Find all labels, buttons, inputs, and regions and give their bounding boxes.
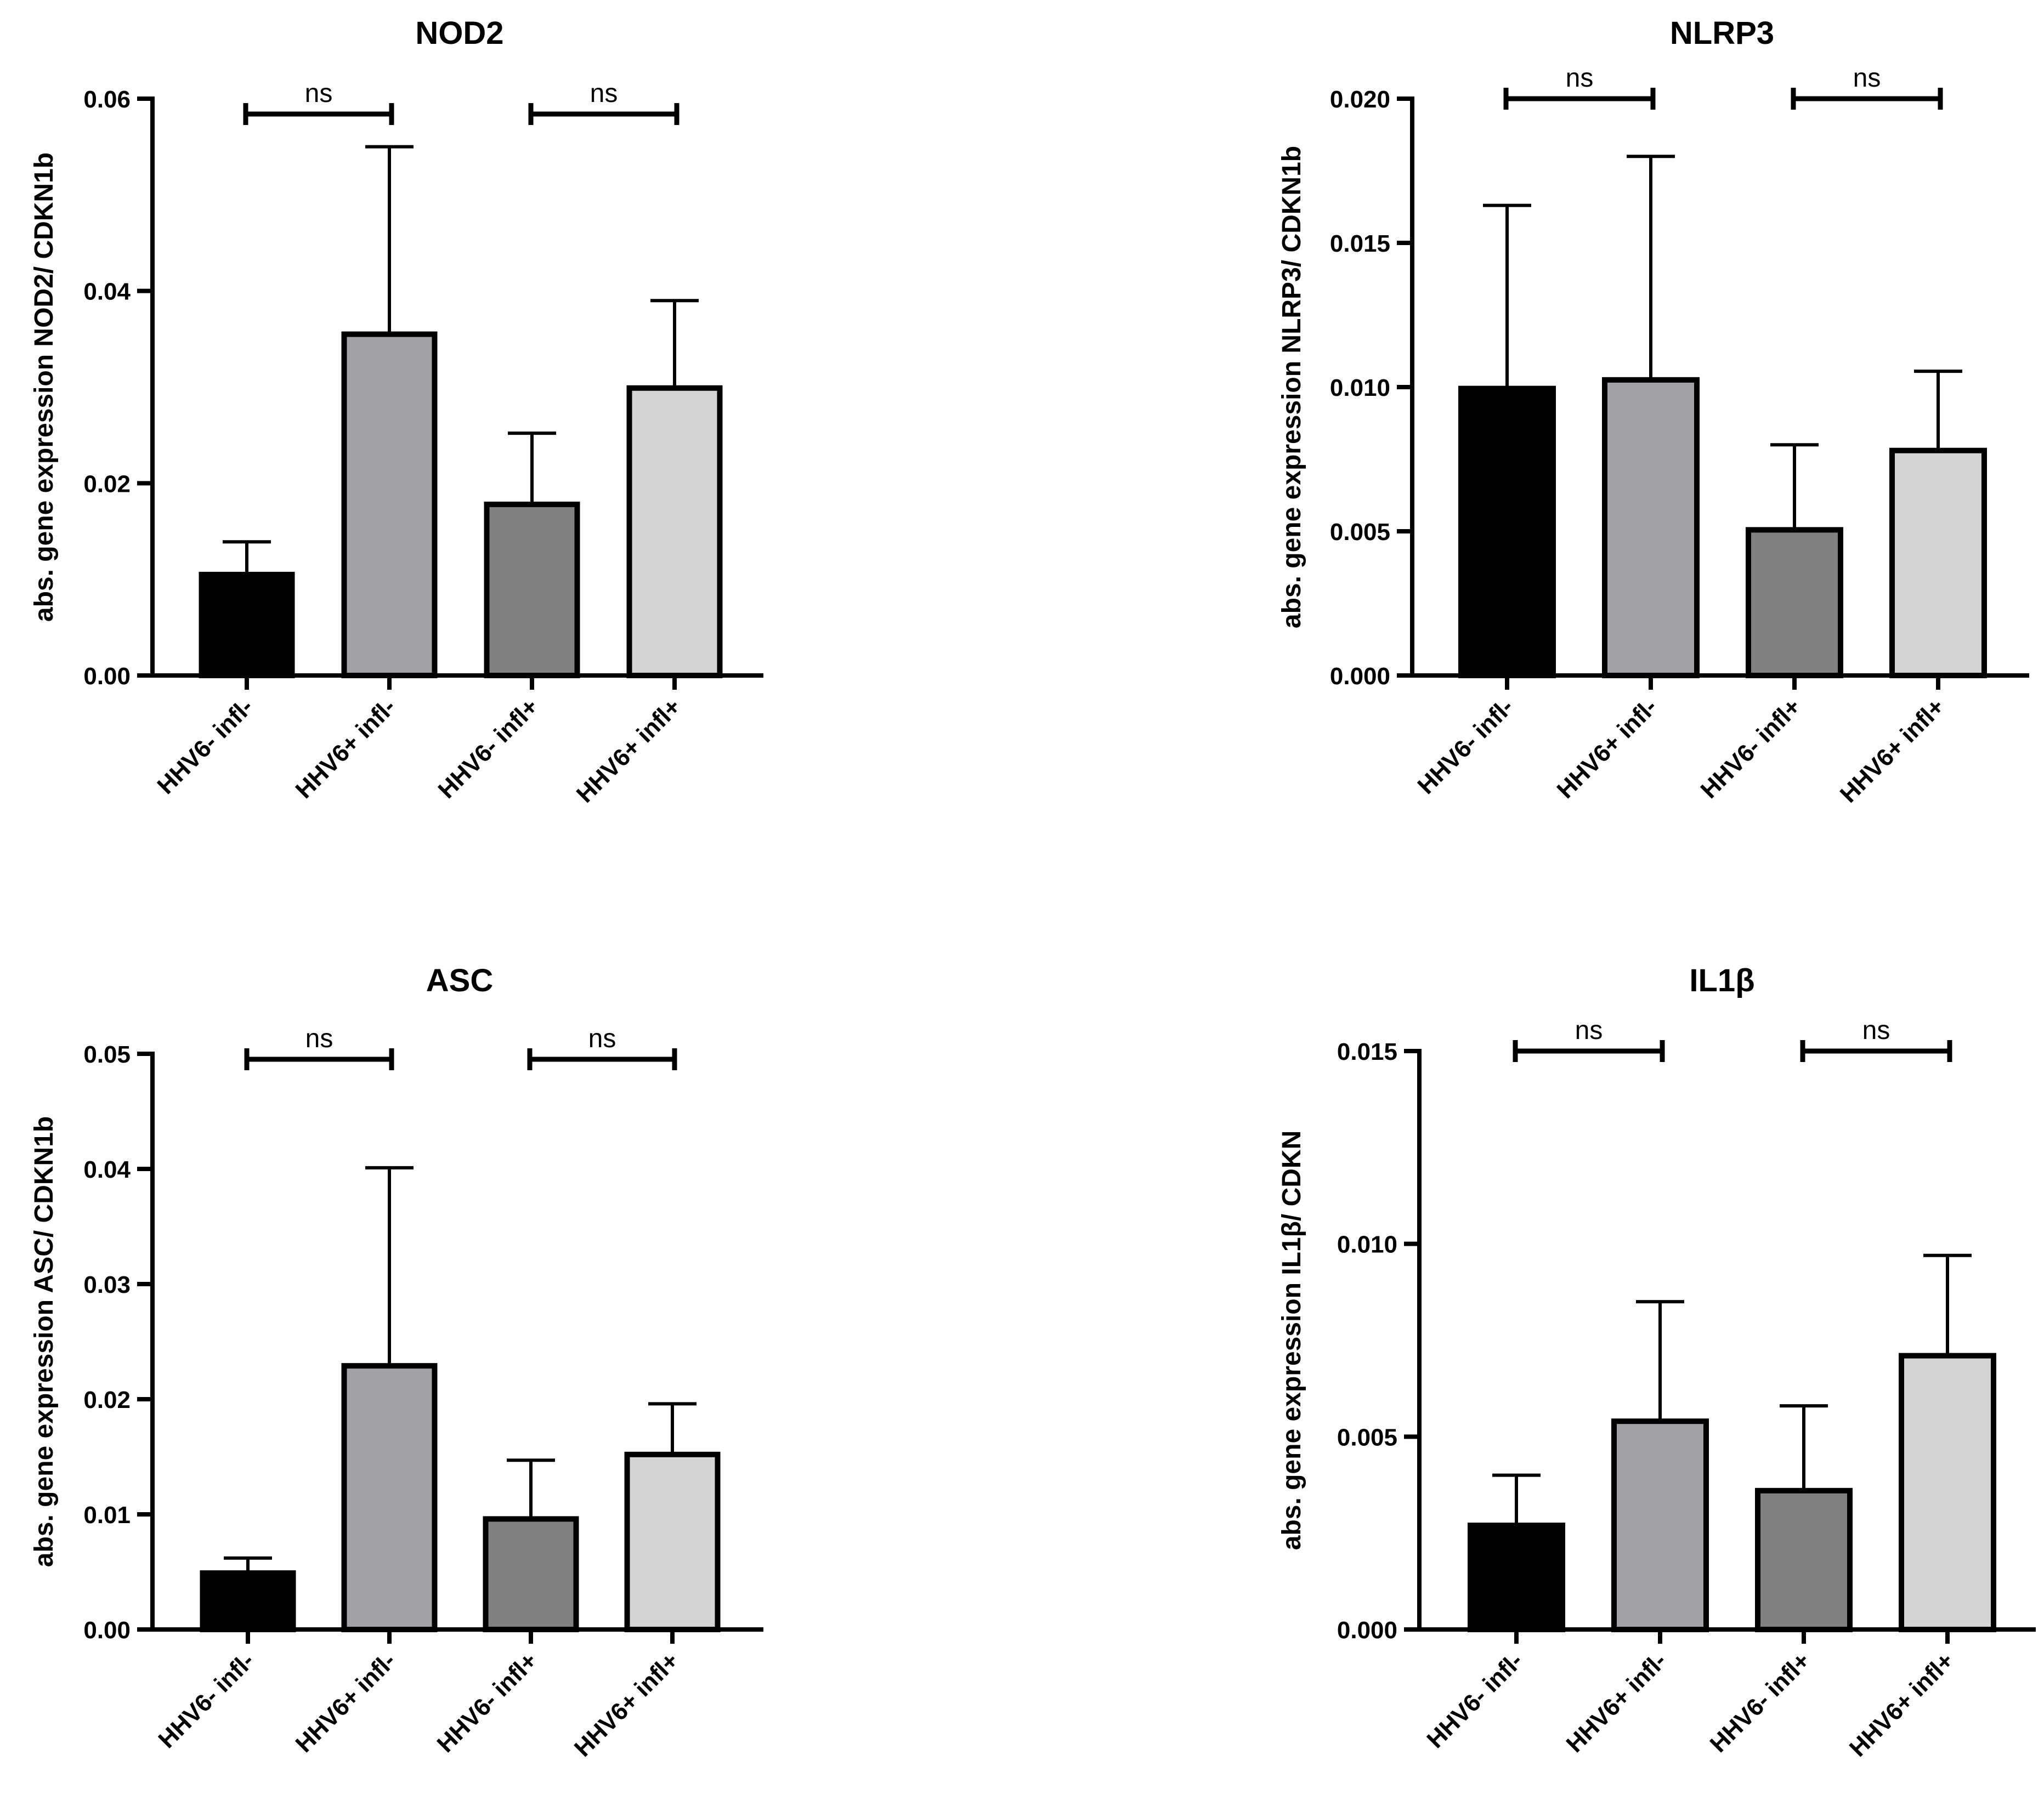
y-axis-label: abs. gene expression NLRP3/ CDKN1b	[1277, 146, 1306, 628]
bar	[199, 571, 295, 679]
chart-title: ASC	[426, 963, 493, 998]
chart-panel-nlrp3: NLRP3 abs. gene expression NLRP3/ CDKN1b 0…	[1277, 15, 2029, 808]
bar	[1889, 447, 1987, 678]
x-tick-label: HHV6- infl-	[1422, 1647, 1528, 1753]
bar	[1611, 1418, 1709, 1632]
y-tick-label: 0.010	[1337, 1231, 1397, 1258]
x-tick-label: HHV6- infl+	[433, 693, 543, 803]
y-tick-label: 0.02	[83, 1387, 131, 1413]
bar	[341, 331, 438, 678]
x-tick-label: HHV6- infl+	[432, 1647, 542, 1757]
significance-label: ns	[590, 79, 618, 108]
chart-panel-asc: ASC abs. gene expression ASC/ CDKN1b 0.00 0…	[30, 963, 763, 1762]
chart-panel-nod2: NOD2 abs. gene expression NOD2/ CDKN1b 0.0…	[30, 15, 763, 808]
significance-label: ns	[1853, 64, 1881, 93]
y-tick-label: 0.010	[1330, 374, 1390, 401]
y-axis-label: abs. gene expression NOD2/ CDKN1b	[30, 152, 59, 622]
bar	[200, 1570, 296, 1633]
x-tick-label: HHV6+ infl-	[1552, 693, 1662, 803]
x-tick-label: HHV6- infl+	[1705, 1647, 1815, 1757]
y-tick-label: 0.005	[1337, 1424, 1397, 1451]
y-tick-label: 0.005	[1330, 519, 1390, 546]
y-tick-label: 0.04	[83, 279, 131, 305]
bar	[484, 501, 580, 678]
bar	[1899, 1353, 1996, 1632]
y-tick-label: 0.015	[1330, 230, 1390, 257]
bar	[1755, 1487, 1853, 1633]
significance-label: ns	[1862, 1016, 1890, 1045]
bar	[1602, 377, 1700, 678]
bar	[626, 385, 723, 678]
chart-title: IL1β	[1689, 963, 1754, 998]
y-tick-label: 0.05	[83, 1041, 131, 1068]
x-tick-label: HHV6+ infl-	[291, 1647, 401, 1757]
y-tick-label: 0.03	[83, 1271, 131, 1298]
chart-title: NLRP3	[1670, 15, 1774, 51]
significance-label: ns	[1566, 64, 1594, 93]
x-tick-label: HHV6- infl-	[152, 693, 258, 799]
bar	[341, 1363, 438, 1633]
significance-label: ns	[1575, 1016, 1603, 1045]
bar	[1458, 385, 1556, 678]
bar	[624, 1451, 721, 1633]
x-tick-label: HHV6- infl-	[153, 1647, 259, 1753]
x-tick-label: HHV6+ infl+	[1844, 1647, 1959, 1762]
y-tick-label: 0.015	[1337, 1038, 1397, 1065]
significance-label: ns	[588, 1024, 616, 1053]
bar	[483, 1516, 579, 1632]
y-tick-label: 0.00	[83, 663, 131, 690]
y-tick-label: 0.000	[1330, 663, 1390, 690]
x-tick-label: HHV6- infl+	[1696, 693, 1806, 803]
y-tick-label: 0.000	[1337, 1617, 1397, 1644]
x-tick-label: HHV6+ infl+	[1835, 693, 1950, 808]
x-tick-label: HHV6+ infl-	[1561, 1647, 1672, 1757]
significance-label: ns	[305, 1024, 333, 1053]
chart-panel-il1b: IL1β abs. gene expression IL1β/ CDKN 0.000…	[1277, 963, 2036, 1762]
bar	[1746, 527, 1843, 678]
y-tick-label: 0.00	[83, 1617, 131, 1644]
bar	[1468, 1523, 1565, 1633]
y-tick-label: 0.020	[1330, 86, 1390, 113]
y-tick-label: 0.01	[83, 1502, 131, 1529]
y-axis-label: abs. gene expression ASC/ CDKN1b	[30, 1116, 59, 1567]
chart-title: NOD2	[415, 15, 503, 51]
y-tick-label: 0.04	[83, 1156, 131, 1183]
y-tick-label: 0.02	[83, 470, 131, 497]
x-tick-label: HHV6+ infl-	[291, 693, 401, 803]
significance-label: ns	[305, 79, 333, 108]
x-tick-label: HHV6+ infl+	[571, 693, 686, 808]
y-tick-label: 0.06	[83, 86, 131, 113]
y-axis-label: abs. gene expression IL1β/ CDKN	[1277, 1131, 1306, 1551]
x-tick-label: HHV6+ infl+	[569, 1647, 684, 1762]
x-tick-label: HHV6- infl-	[1412, 693, 1519, 799]
